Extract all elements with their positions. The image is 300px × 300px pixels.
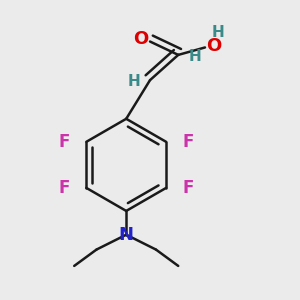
Text: N: N — [119, 226, 134, 244]
Text: H: H — [127, 74, 140, 89]
Text: F: F — [58, 133, 70, 151]
Text: F: F — [182, 133, 194, 151]
Text: H: H — [188, 49, 201, 64]
Text: O: O — [206, 37, 222, 55]
Text: F: F — [58, 179, 70, 197]
Text: F: F — [182, 179, 194, 197]
Text: O: O — [133, 30, 148, 48]
Text: H: H — [212, 25, 225, 40]
